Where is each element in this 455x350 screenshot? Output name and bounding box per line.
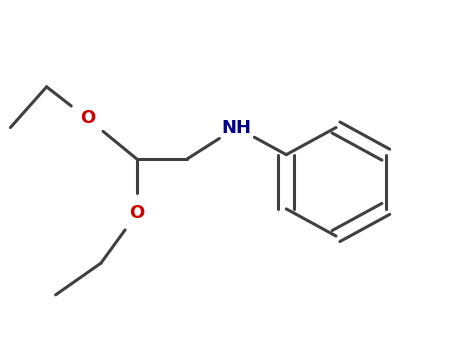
- Text: NH: NH: [222, 119, 252, 136]
- Text: O: O: [80, 110, 95, 127]
- Text: O: O: [129, 204, 145, 223]
